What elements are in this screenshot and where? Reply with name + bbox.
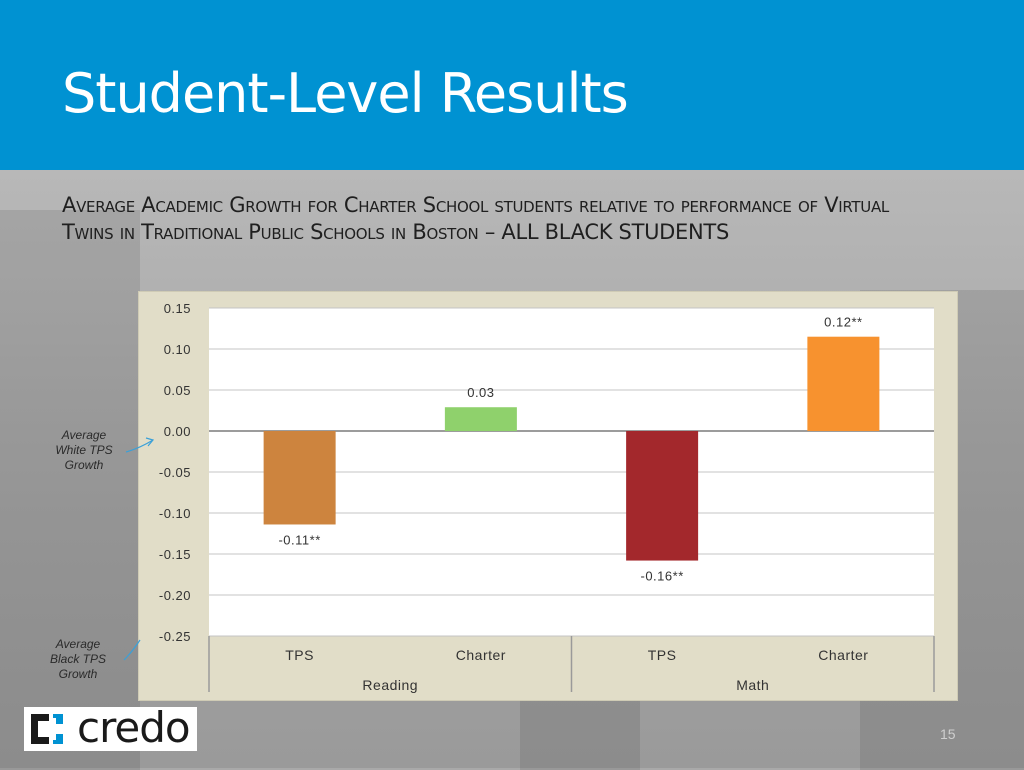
page-number: 15 bbox=[940, 726, 956, 742]
annotation-white-tps: Average White TPS Growth bbox=[55, 428, 113, 472]
arrow-black-tps bbox=[123, 639, 141, 661]
group-label: Math bbox=[736, 677, 769, 693]
header-bar: Student-Level Results bbox=[0, 0, 1024, 170]
data-label: 0.12** bbox=[824, 315, 862, 330]
credo-logo-text: credo bbox=[77, 703, 191, 752]
y-tick-label: -0.20 bbox=[159, 588, 191, 603]
bar bbox=[626, 431, 699, 561]
annotation-black-tps: Average Black TPS Growth bbox=[49, 637, 106, 681]
page-title: Student-Level Results bbox=[62, 62, 629, 125]
y-tick-label: -0.15 bbox=[159, 547, 191, 562]
y-tick-label: -0.25 bbox=[159, 629, 191, 644]
data-label: 0.03 bbox=[467, 385, 494, 400]
data-label: -0.16** bbox=[641, 569, 684, 584]
y-tick-label: -0.10 bbox=[159, 506, 191, 521]
x-tick-label: TPS bbox=[285, 647, 314, 663]
x-tick-label: Charter bbox=[818, 647, 868, 663]
chart-panel: 0.15 0.10 0.05 0.00 -0.05 -0.10 -0.15 -0.20 -0.2… bbox=[138, 291, 958, 701]
bar bbox=[807, 336, 880, 431]
arrow-white-tps bbox=[125, 437, 155, 453]
x-tick-label: Charter bbox=[456, 647, 506, 663]
credo-mark-icon bbox=[27, 710, 67, 748]
y-tick-label: 0.00 bbox=[164, 424, 191, 439]
y-tick-label: 0.05 bbox=[164, 383, 191, 398]
group-label: Reading bbox=[362, 677, 418, 693]
bar bbox=[444, 407, 517, 431]
data-label: -0.11** bbox=[278, 532, 320, 547]
y-tick-label: 0.10 bbox=[164, 342, 191, 357]
bar bbox=[263, 431, 336, 525]
x-tick-label: TPS bbox=[648, 647, 677, 663]
y-tick-label: -0.05 bbox=[159, 465, 191, 480]
building-silhouette bbox=[0, 210, 140, 770]
chart-subtitle: Average Academic Growth for Charter Scho… bbox=[62, 193, 889, 244]
credo-logo: credo bbox=[24, 703, 197, 752]
bar-chart: 0.15 0.10 0.05 0.00 -0.05 -0.10 -0.15 -0.20 -0.2… bbox=[159, 301, 935, 693]
y-tick-label: 0.15 bbox=[164, 301, 191, 316]
